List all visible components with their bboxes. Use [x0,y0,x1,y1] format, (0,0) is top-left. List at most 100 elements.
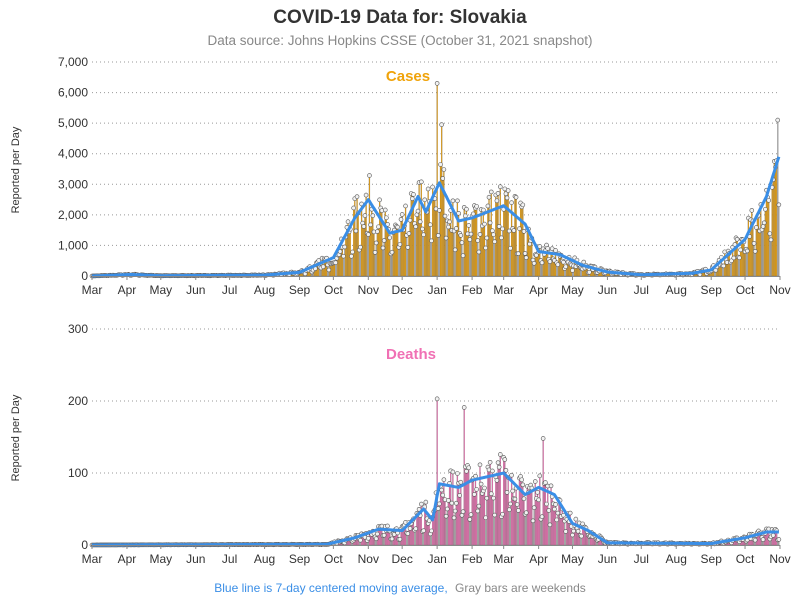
cases-bar [480,209,482,277]
deaths-point [464,469,469,474]
cases-bar [513,230,515,277]
cases-bar [514,196,516,277]
deaths-point [473,473,478,479]
deaths-bar [517,510,519,546]
cases-point [500,226,505,232]
cases-point [421,232,426,238]
cases-x-tick-label: Nov [358,283,379,297]
deaths-bar [558,499,560,546]
deaths-point [437,501,442,507]
deaths-point [543,480,548,485]
cases-bar [478,251,480,277]
deaths-point [449,500,455,506]
cases-point [381,238,387,243]
cases-bar [422,234,425,277]
cases-point [458,233,464,238]
cases-point [587,269,592,275]
deaths-point [441,477,447,482]
deaths-point [514,502,520,507]
cases-bar [498,226,500,277]
cases-point [430,184,435,190]
cases-x-tick-label: Jan [427,283,446,297]
deaths-bar [505,470,507,546]
deaths-bar [501,514,504,546]
cases-x-tick-label: Jun [598,283,617,297]
deaths-bar [494,514,496,546]
cases-point [553,248,558,253]
cases-bar [472,213,474,277]
deaths-moving-average-line [91,471,780,547]
cases-x-tick-label: Oct [736,283,755,297]
cases-point [420,226,425,232]
deaths-point [502,457,508,462]
cases-bar [774,167,777,277]
deaths-point [460,509,466,514]
cases-bar [521,206,523,277]
deaths-point [426,518,432,524]
deaths-point [555,510,561,516]
cases-bar [376,231,378,277]
deaths-bar [473,494,475,546]
cases-bar [402,229,404,277]
cases-point [413,224,418,229]
cases-bar [342,256,345,277]
deaths-point [389,536,395,542]
cases-bar [447,226,450,277]
cases-bar [366,233,368,277]
cases-bar [482,209,484,277]
cases-point [470,211,476,217]
deaths-bar [477,510,479,546]
deaths-point [466,465,472,471]
deaths-point [508,501,513,507]
cases-point [499,235,504,241]
cases-bar [390,253,392,277]
deaths-point [539,514,545,520]
cases-bar [754,251,756,277]
deaths-x-tick-label: Jan [427,552,446,566]
deaths-point [579,533,584,539]
cases-point [441,167,447,172]
cases-bar [499,186,501,277]
cases-point [503,191,509,197]
deaths-bar [466,465,469,546]
cases-point [721,263,726,269]
cases-point [442,213,448,219]
cases-bar [771,187,773,277]
cases-bar [744,251,746,277]
cases-bar [344,246,346,277]
cases-point [415,208,421,214]
deaths-y-tick-label: 100 [68,466,88,480]
cases-x-tick-label: Sep [289,283,311,297]
deaths-point [478,481,484,487]
cases-bar [515,197,517,277]
cases-x-tick-label: Aug [254,283,275,297]
deaths-x-tick-label: Nov [769,552,790,566]
cases-point [734,236,740,242]
deaths-point [509,472,514,478]
cases-point [345,219,351,225]
deaths-point [475,508,481,514]
deaths-bar [542,438,544,546]
deaths-point [536,497,541,503]
cases-bar [503,209,505,277]
cases-bar [485,247,487,277]
deaths-point [530,518,536,524]
cases-y-axis-label: Reported per Day [10,126,22,213]
deaths-x-tick-label: Jun [186,552,205,566]
deaths-bar [506,492,508,546]
deaths-point [571,528,576,534]
cases-x-tick-label: Feb [462,283,483,297]
cases-bar [509,248,512,277]
deaths-bar [487,466,489,546]
deaths-point [760,537,766,542]
deaths-bar [559,500,561,546]
cases-point [410,196,415,201]
deaths-bar [508,509,510,546]
cases-bar [759,230,761,277]
cases-bar [474,208,477,277]
cases-point [382,207,388,213]
cases-x-tick-label: Jun [186,283,205,297]
cases-point [492,239,497,244]
cases-bar [777,119,779,277]
deaths-bar [461,515,463,546]
